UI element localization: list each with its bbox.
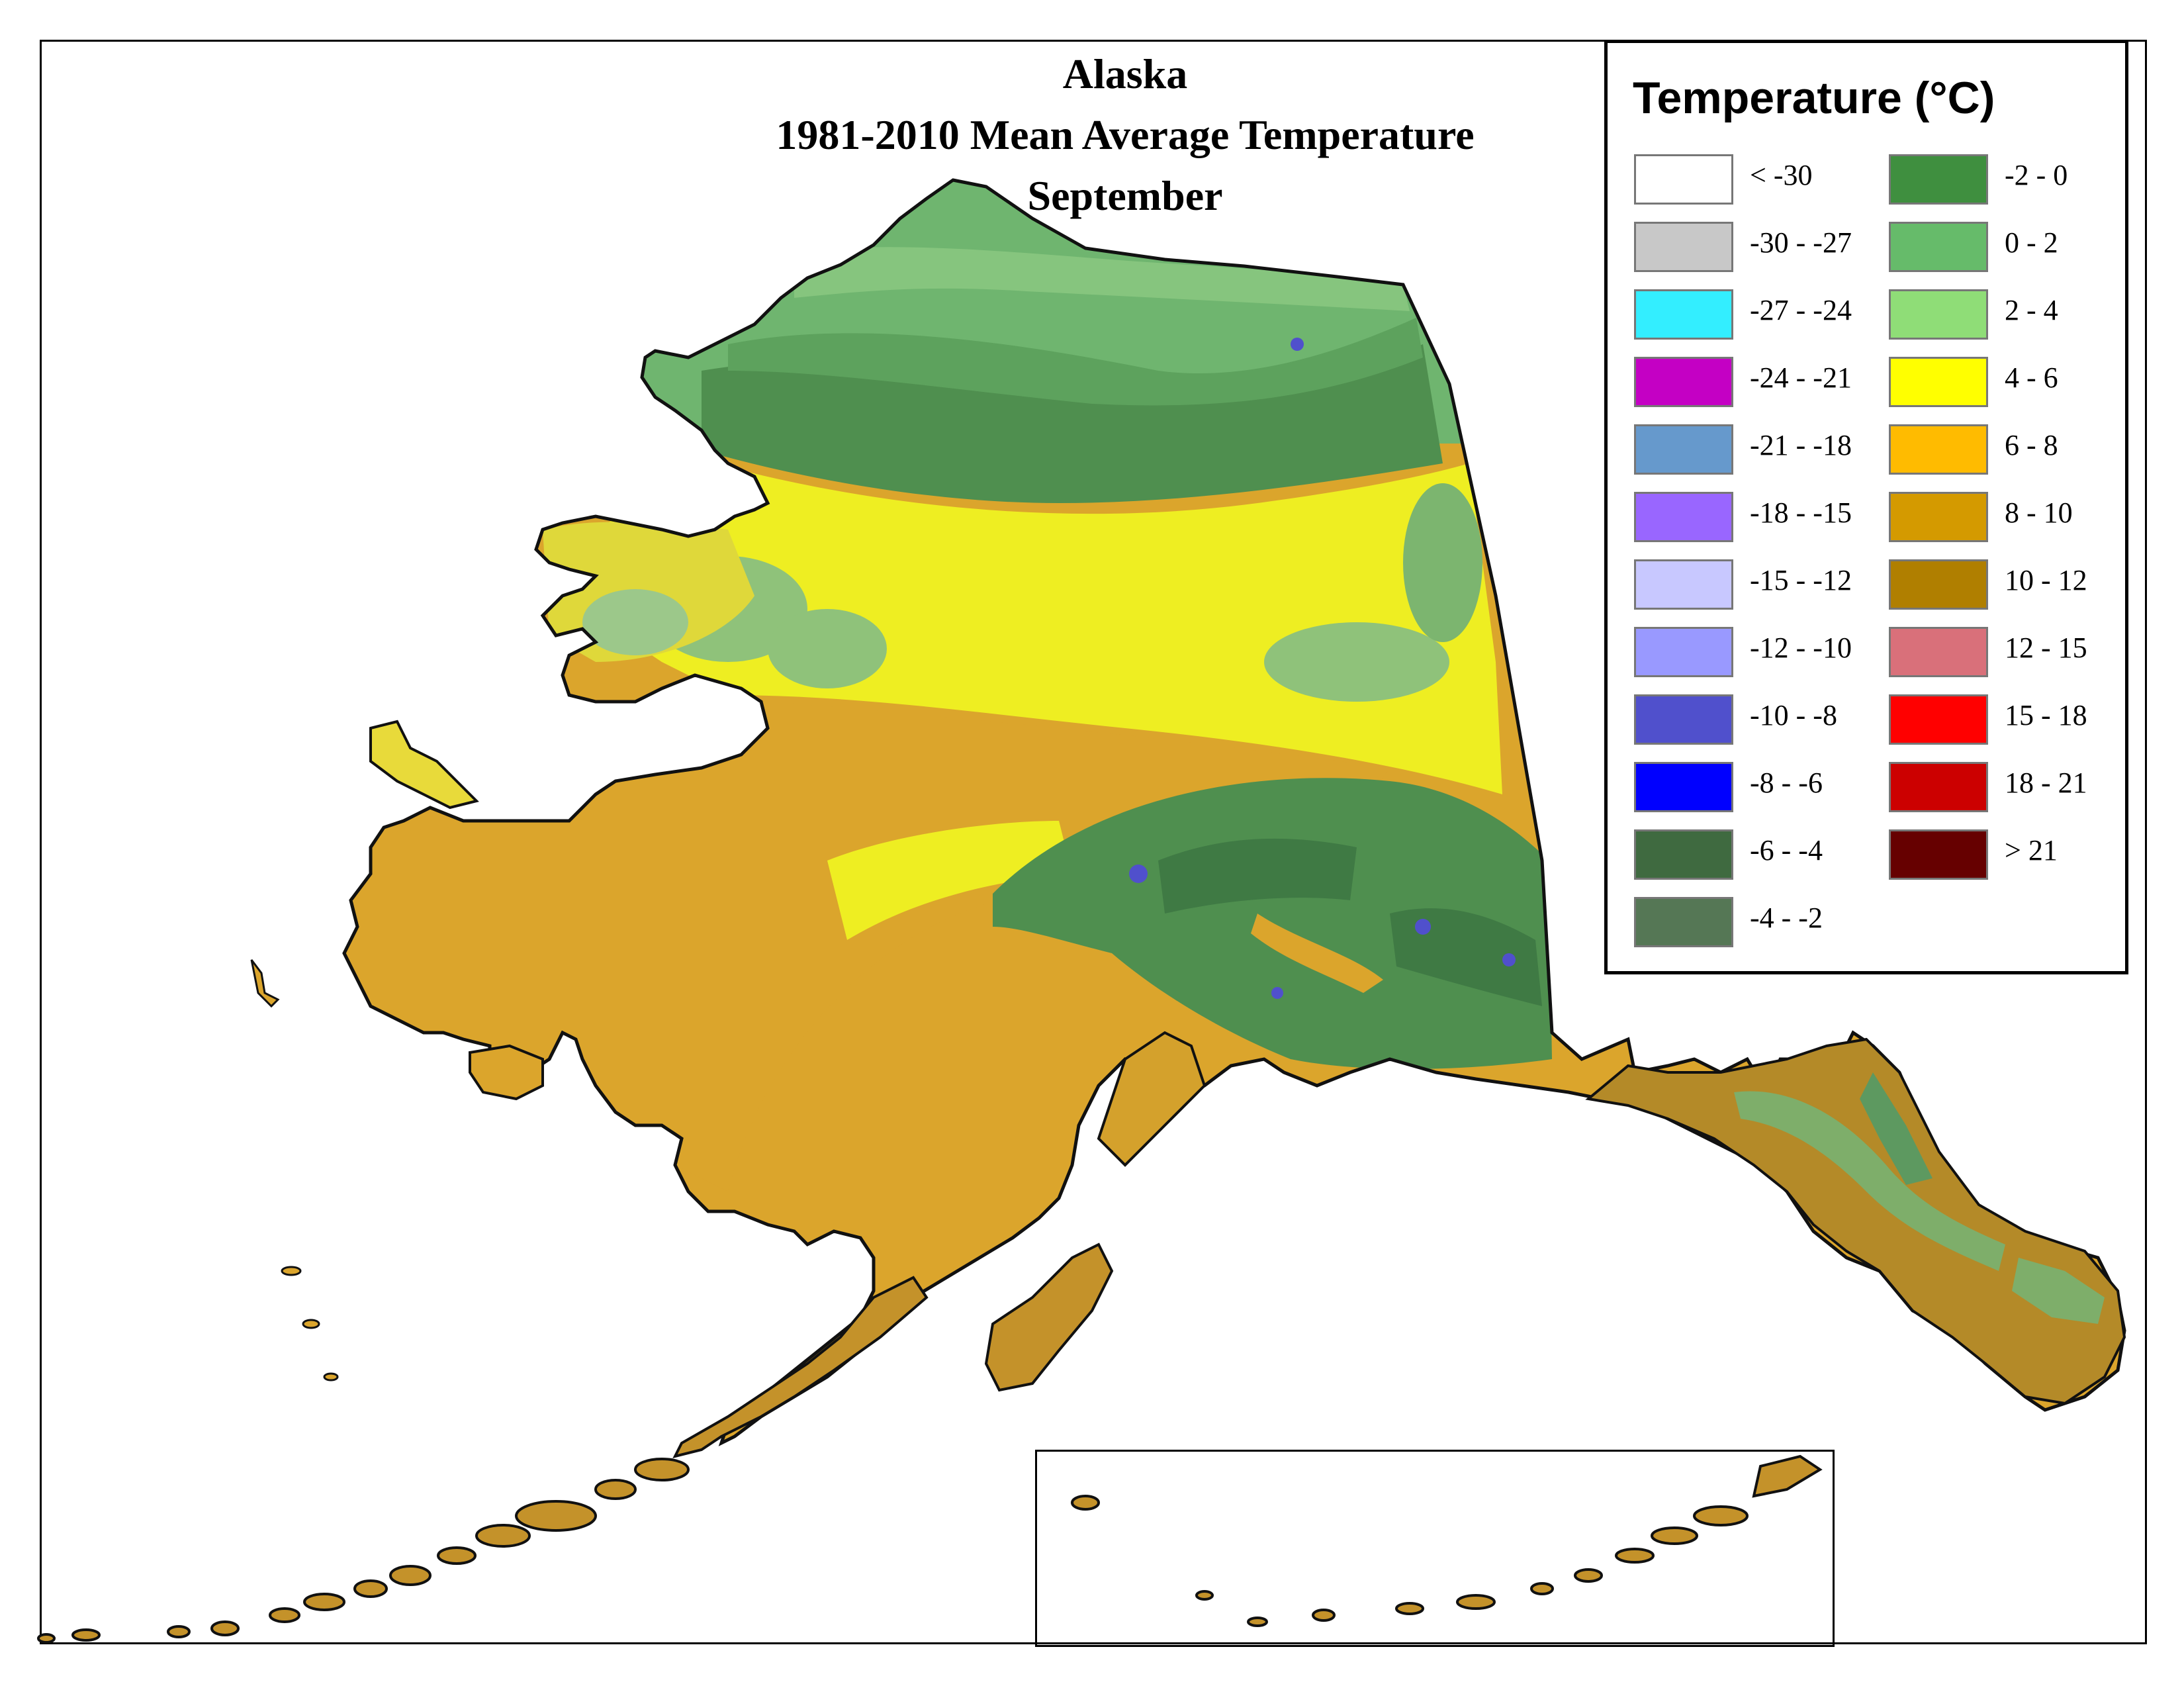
legend-label: -21 - -18 <box>1750 429 1852 461</box>
legend-swatch <box>1889 154 1988 205</box>
temperature-zones <box>371 180 1552 1192</box>
legend-label: 12 - 15 <box>2005 632 2087 664</box>
title-month: September <box>1027 172 1223 219</box>
nunivak-island <box>469 1044 544 1101</box>
legend-swatch <box>1634 289 1733 340</box>
legend-swatch <box>1889 694 1988 745</box>
legend-swatch <box>1889 222 1988 272</box>
legend-swatch <box>1634 424 1733 475</box>
legend-swatch <box>1889 492 1988 542</box>
legend-label: < -30 <box>1750 159 1813 191</box>
legend-label: 2 - 4 <box>2005 294 2058 326</box>
legend-label: -18 - -15 <box>1750 496 1852 529</box>
st-lawrence-island <box>369 720 479 810</box>
legend-label: 18 - 21 <box>2005 767 2087 799</box>
legend-swatch <box>1634 829 1733 880</box>
legend-swatch <box>1889 559 1988 610</box>
legend-swatch <box>1889 357 1988 407</box>
st-matthew-island <box>250 959 280 1008</box>
kenai-peninsula <box>1097 1031 1206 1167</box>
aleutian-inset-frame <box>1035 1450 1835 1647</box>
legend-swatch <box>1634 694 1733 745</box>
legend-label: 0 - 2 <box>2005 226 2058 259</box>
legend-label: -6 - -4 <box>1750 834 1823 867</box>
legend-swatch <box>1634 627 1733 677</box>
legend-swatch <box>1634 222 1733 272</box>
kodiak-island <box>984 1243 1114 1392</box>
legend-swatch <box>1634 154 1733 205</box>
legend-swatch <box>1889 289 1988 340</box>
legend-swatch <box>1634 897 1733 947</box>
alaska-peninsula <box>672 1276 929 1458</box>
legend-swatch <box>1889 627 1988 677</box>
legend-label: -30 - -27 <box>1750 226 1852 259</box>
legend-label: -24 - -21 <box>1750 361 1852 394</box>
temperature-legend: Temperature (°C) < -30 -30 - -27 -27 - -24… <box>1604 40 2128 974</box>
legend-label: 10 - 12 <box>2005 564 2087 596</box>
legend-swatch <box>1889 829 1988 880</box>
legend-swatch <box>1634 357 1733 407</box>
legend-label: -8 - -6 <box>1750 767 1823 799</box>
legend-label: -10 - -8 <box>1750 699 1837 731</box>
legend-label: 6 - 8 <box>2005 429 2058 461</box>
legend-swatch <box>1634 559 1733 610</box>
legend-label: > 21 <box>2005 834 2058 867</box>
legend-label: 4 - 6 <box>2005 361 2058 394</box>
legend-label: 8 - 10 <box>2005 496 2073 529</box>
legend-swatch <box>1889 762 1988 812</box>
legend-label: -2 - 0 <box>2005 159 2068 191</box>
legend-label: -12 - -10 <box>1750 632 1852 664</box>
aleutian-islands <box>37 1458 690 1644</box>
legend-label: -27 - -24 <box>1750 294 1852 326</box>
legend-swatch <box>1889 424 1988 475</box>
legend-label: -4 - -2 <box>1750 902 1823 934</box>
bering-islands <box>281 1266 339 1382</box>
legend-swatch <box>1634 762 1733 812</box>
legend-label: -15 - -12 <box>1750 564 1852 596</box>
title-region: Alaska <box>1062 50 1188 97</box>
map-title: Alaska 1981-2010 Mean Average Temperatur… <box>662 44 1588 226</box>
legend-label: 15 - 18 <box>2005 699 2087 731</box>
legend-swatch <box>1634 492 1733 542</box>
southeast-panhandle <box>1585 1037 2126 1405</box>
title-period: 1981-2010 Mean Average Temperature <box>776 111 1475 158</box>
legend-title: Temperature (°C) <box>1633 73 1995 123</box>
